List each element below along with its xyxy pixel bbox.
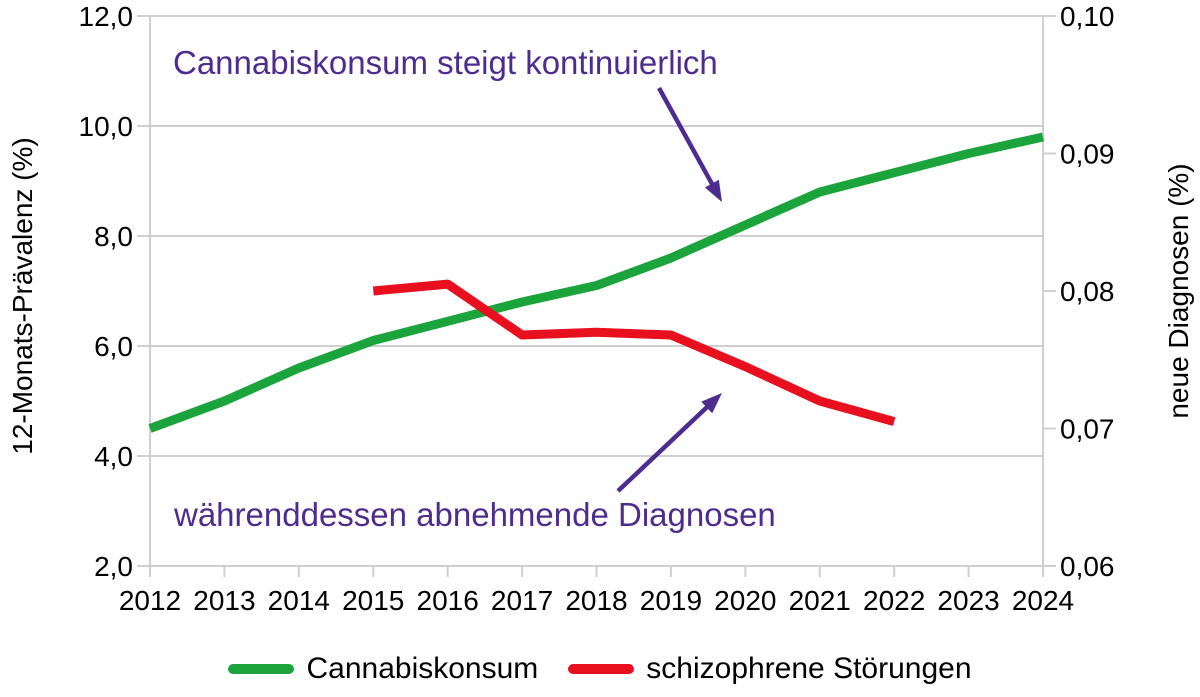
x-tick-label: 2023: [937, 585, 999, 616]
legend-swatch-cannabiskonsum: [228, 664, 295, 674]
x-tick-label: 2018: [565, 585, 627, 616]
legend: Cannabiskonsum schizophrene Störungen: [0, 652, 1200, 686]
annotation-cannabis-rising: Cannabiskonsum steigt kontinuierlich: [173, 44, 718, 81]
legend-label-cannabiskonsum: Cannabiskonsum: [306, 652, 539, 685]
legend-label-schizophrene-stoerungen: schizophrene Störungen: [646, 652, 972, 685]
x-tick-label: 2019: [640, 585, 702, 616]
x-tick-label: 2016: [417, 585, 479, 616]
arrow-to-green-line-head: [704, 179, 722, 202]
left-tick-label: 10,0: [79, 111, 134, 142]
x-tick-label: 2024: [1012, 585, 1074, 616]
left-tick-label: 8,0: [94, 221, 133, 252]
annotation-diagnoses-declining: währenddessen abnehmende Diagnosen: [174, 496, 776, 533]
arrow-to-red-line-shaft: [616, 400, 715, 493]
left-axis-title: 12-Monats-Prävalenz (%): [7, 137, 38, 455]
right-axis-title: neue Diagnosen (%): [1163, 163, 1194, 419]
left-tick-label: 4,0: [94, 441, 133, 472]
right-tick-label: 0,10: [1060, 1, 1115, 32]
right-tick-label: 0,08: [1060, 276, 1115, 307]
x-tick-label: 2015: [342, 585, 404, 616]
right-tick-label: 0,06: [1060, 551, 1115, 582]
left-tick-label: 2,0: [94, 551, 133, 582]
x-tick-label: 2012: [119, 585, 181, 616]
x-tick-label: 2020: [714, 585, 776, 616]
x-tick-label: 2014: [268, 585, 330, 616]
left-tick-label: 12,0: [79, 1, 134, 32]
right-tick-label: 0,09: [1060, 139, 1115, 170]
arrow-to-red-line-head: [701, 393, 722, 414]
x-tick-label: 2017: [491, 585, 553, 616]
x-tick-label: 2021: [789, 585, 851, 616]
left-tick-label: 6,0: [94, 331, 133, 362]
legend-item-cannabiskonsum: Cannabiskonsum: [228, 652, 538, 686]
right-tick-label: 0,07: [1060, 414, 1115, 445]
legend-item-schizophrene-stoerungen: schizophrene Störungen: [568, 652, 972, 686]
x-tick-label: 2022: [863, 585, 925, 616]
arrow-to-green-line-shaft: [657, 86, 718, 193]
x-tick-label: 2013: [193, 585, 255, 616]
series-line-schizophrene-st-rungen: [372, 279, 896, 426]
legend-swatch-schizophrene-stoerungen: [568, 664, 635, 674]
series-line-cannabiskonsum: [148, 132, 1044, 433]
